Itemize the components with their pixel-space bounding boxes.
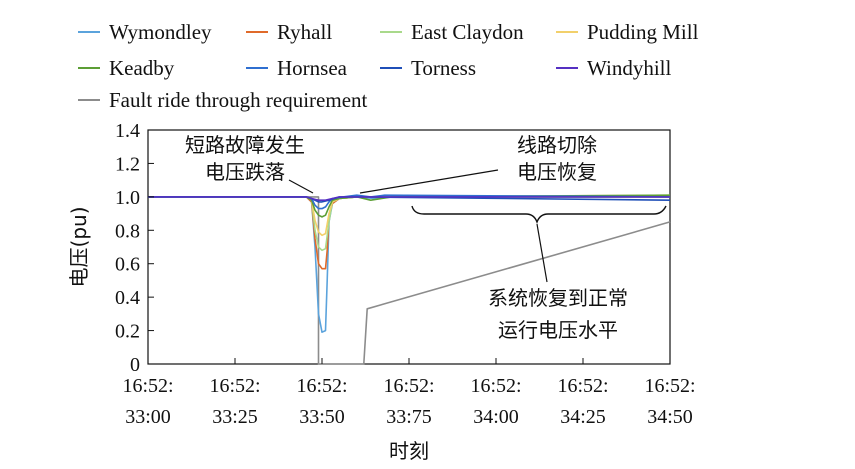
annotation-text: 电压跌落 (205, 160, 285, 184)
series-line (148, 194, 671, 218)
recovery-brace (411, 205, 667, 224)
axis-ticks: 0 0.2 0.4 0.6 0.8 1.0 1.2 1.4 16:52: 33:00 16:52: 3… (115, 120, 696, 428)
y-tick-label: 0.6 (115, 254, 140, 276)
x-tick-label-line2: 33:25 (212, 406, 258, 428)
y-tick-label: 0 (130, 354, 140, 376)
series-line (148, 194, 671, 237)
x-axis-label: 时刻 (389, 439, 429, 463)
legend: Wymondley Ryhall East Claydon Pudding Mill K… (78, 20, 699, 112)
x-tick-label-line1: 16:52: (470, 375, 521, 397)
legend-entry: Windyhill (587, 56, 671, 80)
x-tick-label-line1: 16:52: (557, 375, 608, 397)
legend-entry: Wymondley (109, 20, 212, 44)
legend-entry: Keadby (109, 56, 175, 80)
y-tick-label: 0.8 (115, 220, 140, 242)
x-tick-label-line2: 33:50 (299, 406, 345, 428)
annotation-text: 电压恢复 (517, 160, 597, 184)
legend-entry: Pudding Mill (587, 20, 699, 44)
x-tick-label-line1: 16:52: (383, 375, 434, 397)
series-line (148, 196, 670, 252)
x-tick-label-line2: 33:75 (386, 406, 432, 428)
annotation-text: 运行电压水平 (498, 318, 618, 342)
x-tick-label-line1: 16:52: (296, 375, 347, 397)
y-tick-label: 0.4 (115, 287, 140, 309)
series-line (148, 196, 670, 270)
y-tick-label: 1.0 (115, 187, 140, 209)
annotation-text: 短路故障发生 (185, 133, 305, 157)
legend-entry: Hornsea (277, 56, 348, 80)
legend-entry: Fault ride through requirement (109, 88, 368, 112)
x-tick-label-line2: 34:50 (647, 406, 693, 428)
y-tick-label: 0.2 (115, 321, 140, 343)
annotation-pointer (288, 179, 314, 194)
annotation-pointer (359, 169, 499, 194)
y-axis-label: 电压(pu) (67, 207, 91, 288)
x-tick-label-line2: 33:00 (125, 406, 171, 428)
annotation-pointer (536, 223, 548, 283)
y-tick-label: 1.2 (115, 153, 140, 175)
x-tick-label-line1: 16:52: (122, 375, 173, 397)
x-tick-label-line2: 34:25 (560, 406, 606, 428)
x-tick-label-line1: 16:52: (209, 375, 260, 397)
legend-entry: Ryhall (277, 20, 332, 44)
x-tick-label-line1: 16:52: (644, 375, 695, 397)
y-tick-label: 1.4 (115, 120, 140, 142)
series-layer (148, 194, 671, 365)
series-line (148, 196, 670, 334)
legend-entry: Torness (411, 56, 476, 80)
annotation-text: 线路切除 (517, 133, 597, 157)
legend-entry: East Claydon (411, 20, 524, 44)
x-tick-label-line2: 34:00 (473, 406, 519, 428)
series-line (148, 196, 670, 201)
annotation-text: 系统恢复到正常 (488, 286, 628, 310)
